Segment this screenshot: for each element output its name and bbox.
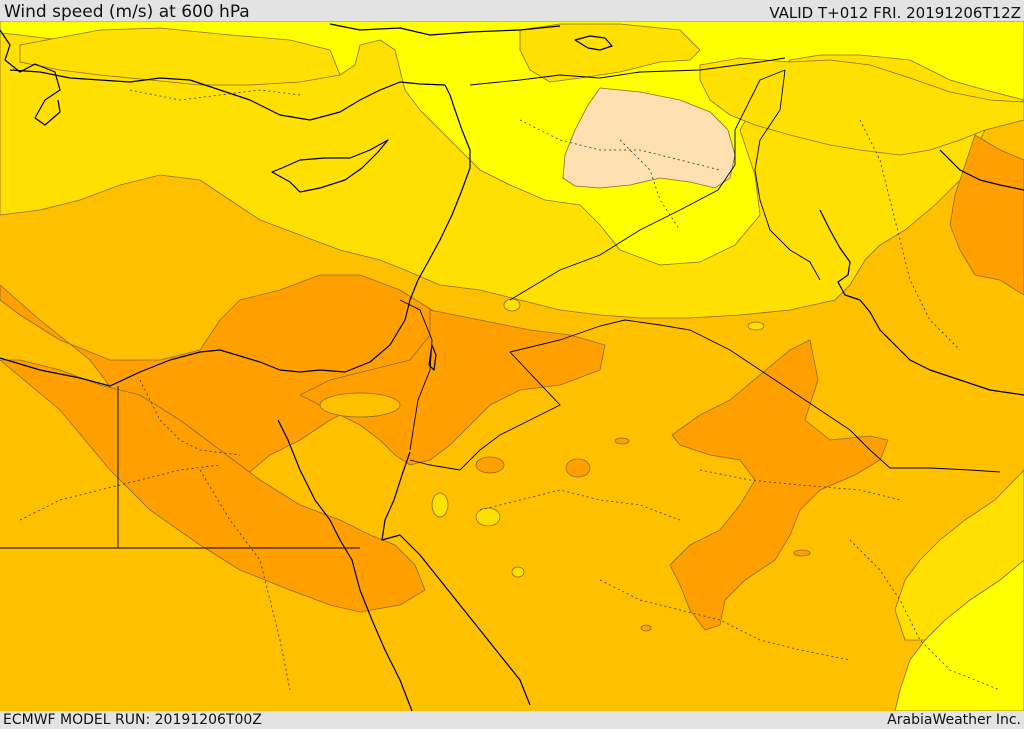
band-strong-northeast xyxy=(949,134,1024,296)
map-title: Wind speed (m/s) at 600 hPa xyxy=(4,2,250,22)
pocket-light-6 xyxy=(319,392,401,418)
coastline-red-sea-west xyxy=(277,419,413,711)
band-light-anatolia xyxy=(519,23,701,83)
pocket-light-4 xyxy=(747,321,765,331)
band-light-caspian xyxy=(699,57,1024,156)
valid-time-label: VALID T+012 FRI. 20191206T12Z xyxy=(769,4,1021,22)
border-saudi-jordan xyxy=(509,319,1001,473)
pocket-strong-3 xyxy=(640,624,652,632)
coastline-black-sea xyxy=(329,23,561,36)
country-borders xyxy=(0,57,1001,549)
boundary-4 xyxy=(479,489,681,521)
border-israel xyxy=(399,299,433,451)
pocket-strong-2 xyxy=(614,437,630,445)
border-syria-iraq xyxy=(509,69,786,301)
coastline-dead-sea xyxy=(428,344,437,371)
credit-label: ArabiaWeather Inc. xyxy=(887,712,1021,728)
provincial-boundaries xyxy=(19,89,1001,691)
model-run-label: ECMWF MODEL RUN: 20191206T00Z xyxy=(3,712,262,728)
pocket-light-1 xyxy=(475,507,501,527)
coastline-persian-gulf xyxy=(819,209,1024,396)
border-jordan-iraq xyxy=(409,351,561,471)
coastline-caspian xyxy=(574,35,613,51)
coastline-cyprus xyxy=(271,139,389,193)
coastline-levant xyxy=(417,84,471,281)
pocket-levant-2 xyxy=(565,458,591,478)
pocket-light-5 xyxy=(503,298,521,312)
boundary-9 xyxy=(129,89,301,101)
footer-bar: ECMWF MODEL RUN: 20191206T00Z ArabiaWeat… xyxy=(0,711,1024,729)
boundary-6 xyxy=(699,469,901,501)
coastline-gulf-north xyxy=(939,149,1024,191)
coastline-red-sea-east xyxy=(381,451,531,706)
coastline-anatolia xyxy=(9,69,446,121)
header-bar: Wind speed (m/s) at 600 hPa VALID T+012 … xyxy=(0,0,1024,21)
pocket-levant-1 xyxy=(475,456,505,474)
coastline-aegean xyxy=(0,29,61,126)
band-strong-east xyxy=(669,339,889,631)
boundary-1 xyxy=(19,464,221,521)
pocket-strong-1 xyxy=(793,549,811,557)
boundary-10 xyxy=(849,539,1001,691)
border-syria-turkey xyxy=(469,57,786,86)
map-panel xyxy=(0,21,1024,711)
wind-speed-map xyxy=(0,21,1024,711)
calm-pocket xyxy=(562,87,736,189)
pocket-light-3 xyxy=(511,566,525,578)
boundary-7 xyxy=(519,119,721,171)
coastlines xyxy=(0,23,1024,711)
band-strong-south xyxy=(0,359,426,613)
border-iraq-iran xyxy=(754,69,821,281)
boundary-11 xyxy=(619,139,681,231)
coastline-north-africa xyxy=(0,279,419,387)
band-light-southeast xyxy=(894,469,1024,641)
band-strong-levant xyxy=(299,309,606,466)
pocket-light-2 xyxy=(431,492,449,518)
band-light-turkey xyxy=(19,27,341,86)
